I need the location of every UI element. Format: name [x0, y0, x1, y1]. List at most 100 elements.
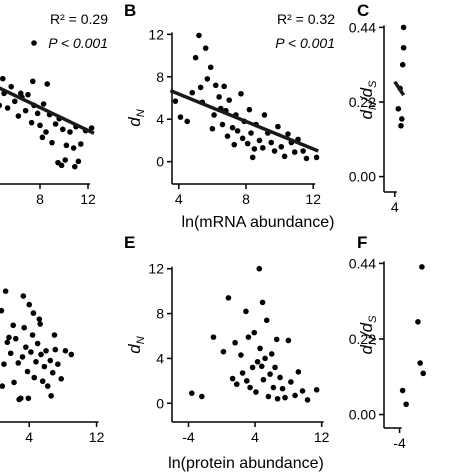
panel-e-data-point: [251, 329, 258, 336]
panel-c-y-tick-label: 0.44: [349, 19, 376, 35]
panel-a-data-point: [58, 162, 65, 169]
panel-d-data-point: [34, 340, 41, 347]
panel-b-data-point: [177, 114, 184, 120]
panel-b-data-point: [221, 83, 227, 90]
panel-b-y-tick-label: 0: [156, 154, 164, 170]
panel-d-data-point: [20, 293, 27, 299]
panel-f: F -4 0.00 0.22 0.44 dN/dS: [349, 233, 427, 451]
panel-b-x-tick-label: 12: [305, 191, 321, 207]
panel-e-data-point: [199, 393, 205, 400]
panel-d-data-point: [1, 361, 7, 368]
panel-b-data-point: [313, 154, 320, 161]
panel-e-data-point: [262, 355, 268, 362]
panel-e-x-tick-label: 12: [314, 429, 330, 445]
panel-d-data-point: [52, 346, 59, 353]
panel-d-data-point: [29, 332, 36, 338]
panel-e-data-point: [232, 339, 238, 346]
panel-a-data-point: [12, 98, 18, 105]
panel-a-data-point: [78, 141, 84, 147]
panel-b-fit-line: [169, 88, 319, 153]
panel-f-y-axis-label: dN/dS: [357, 315, 379, 355]
panel-f-x-tick-label: -4: [393, 435, 406, 451]
panel-c-data-point: [399, 116, 405, 122]
panel-b-data-point: [224, 133, 231, 139]
panel-b-data-point: [202, 45, 209, 51]
panel-a-data-point: [4, 105, 11, 111]
panel-f-y-tick-label: 0.44: [349, 255, 376, 271]
panel-e-data-point: [247, 384, 253, 391]
panel-e-data-point: [272, 364, 278, 371]
panel-d-data-point: [49, 369, 56, 376]
panel-c: C 4 0.00 0.22 0.44 dN/dS: [349, 1, 407, 215]
panel-d-data-point: [68, 351, 75, 358]
panel-b-data-point: [278, 143, 285, 150]
panel-b: B 4 8 12 0 4 8 12 R² = 0.32 P < 0.001 ln(mRNA …: [124, 1, 335, 231]
panel-d-data-point: [24, 368, 31, 375]
panel-e-y-tick-label: 0: [156, 395, 164, 411]
panel-e-y-axis-label: dN: [125, 336, 147, 353]
panel-b-data-point: [197, 84, 204, 91]
panel-b-data-point: [300, 148, 306, 154]
panel-e-data-point: [299, 388, 306, 394]
panel-a-p-label: P < 0.001: [48, 35, 108, 51]
panel-a-x-tick-label: 12: [80, 191, 96, 207]
panel-c-y-axis-label: dN/dS: [357, 80, 379, 120]
panel-b-data-point: [216, 94, 222, 100]
panel-d-data-point: [37, 321, 43, 327]
panel-f-data-point: [415, 319, 421, 325]
panel-d-data-point: [48, 393, 54, 399]
panel-b-data-point: [261, 112, 268, 118]
panel-a: 8 12 R² = 0.29 P < 0.001: [0, 11, 108, 207]
panel-e-y-tick-label: 4: [156, 350, 164, 366]
panel-c-letter: C: [357, 1, 369, 20]
panel-b-letter: B: [124, 1, 136, 20]
panel-f-data-point: [419, 264, 425, 270]
panel-d-data-point: [0, 383, 6, 389]
panel-e-data-point: [254, 358, 261, 365]
panel-a-data-point: [43, 129, 49, 135]
panel-e-points: [189, 265, 320, 403]
panel-d-data-point: [16, 396, 22, 403]
panel-a-data-point: [0, 102, 2, 109]
panel-a-data-point: [18, 90, 24, 97]
panel-f-data-point: [420, 370, 427, 377]
panel-e-axes: -4 4 12 0 4 8 12: [148, 261, 329, 445]
panel-b-data-point: [246, 106, 253, 113]
panel-d-data-point: [33, 358, 39, 365]
panel-e-data-point: [189, 390, 195, 396]
panel-f-data-point: [399, 387, 406, 394]
panel-d-data-point: [43, 348, 49, 354]
panel-a-data-point: [60, 126, 66, 133]
panel-c-data-point: [399, 61, 406, 68]
panel-f-y-tick-label: 0.00: [349, 407, 376, 423]
panel-e-data-point: [277, 374, 283, 381]
panel-b-data-point: [275, 123, 281, 130]
panel-e-y-tick-label: 8: [156, 306, 164, 322]
panel-e-data-point: [292, 392, 298, 399]
panel-c-fit-line: [393, 80, 406, 97]
panel-e-data-point: [265, 393, 272, 400]
panel-b-data-point: [256, 137, 263, 144]
panel-e-data-point: [239, 370, 246, 376]
panel-d-data-point: [21, 324, 27, 331]
panel-d-data-point: [7, 350, 14, 357]
panel-a-data-point: [8, 83, 14, 90]
panel-e-data-point: [243, 378, 250, 384]
panel-b-data-point: [229, 124, 236, 131]
panel-b-data-point: [172, 98, 179, 104]
panel-a-data-point: [44, 81, 50, 87]
panel-b-data-point: [249, 154, 256, 161]
panel-c-data-point: [395, 105, 402, 112]
panel-e-data-point: [210, 334, 217, 340]
panel-d-points: [0, 288, 75, 403]
panel-b-data-point: [234, 128, 241, 134]
panel-a-data-point: [72, 163, 78, 170]
panel-a-data-point: [22, 107, 29, 114]
panel-b-data-point: [211, 112, 217, 118]
panel-e-data-point: [243, 308, 249, 315]
panel-b-axes: 4 8 12 0 4 8 12: [148, 26, 321, 207]
panel-e-data-point: [279, 385, 286, 392]
panel-b-data-point: [268, 139, 275, 146]
panel-a-axes: 8 12: [0, 183, 96, 207]
